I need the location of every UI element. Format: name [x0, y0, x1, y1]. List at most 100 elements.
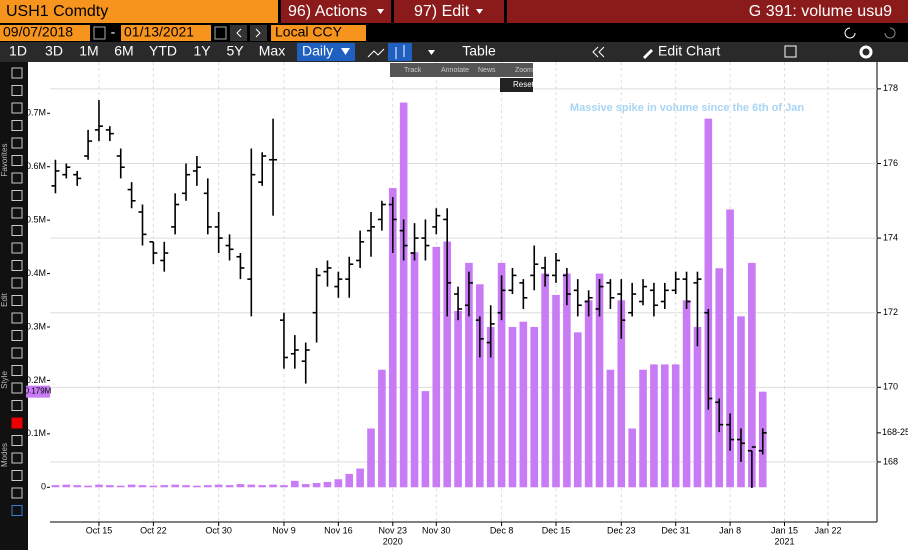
tool-icon[interactable]	[11, 347, 23, 359]
undo-icon[interactable]	[844, 27, 856, 39]
chart-tool[interactable]: News	[478, 67, 496, 74]
reset-button[interactable]	[500, 78, 533, 92]
actions-label[interactable]: 96) Actions	[288, 3, 367, 20]
x-tick-label: Jan 8	[719, 525, 741, 535]
chart-tool[interactable]: Annotate	[441, 67, 469, 74]
reset-label[interactable]: Reset	[513, 80, 535, 89]
year-label: 2020	[383, 536, 403, 546]
dropdown-icon[interactable]	[428, 50, 435, 55]
collapse-icon[interactable]	[592, 46, 605, 58]
tool-icon[interactable]	[11, 120, 23, 131]
volume-bar	[748, 262, 756, 488]
volume-bar	[563, 273, 571, 488]
year-label: 2021	[774, 536, 794, 546]
volume-bar	[160, 485, 169, 488]
tool-icon[interactable]	[11, 365, 23, 376]
side-label: Favorites	[0, 144, 9, 177]
period-button[interactable]: 1Y	[193, 43, 211, 59]
actions-menu[interactable]	[281, 0, 391, 23]
period-button[interactable]: Max	[259, 43, 285, 59]
bar-type-button[interactable]	[388, 43, 412, 61]
tool-icon[interactable]	[11, 85, 23, 96]
calendar-icon[interactable]	[93, 26, 106, 40]
ticker-box[interactable]	[0, 0, 278, 23]
volume-bar	[367, 428, 375, 488]
volume-bar	[552, 294, 560, 488]
volume-bar	[182, 485, 190, 488]
settings-icon[interactable]	[859, 45, 873, 59]
toolbar	[0, 42, 908, 62]
x-tick-label: Nov 30	[422, 525, 451, 535]
ticker[interactable]: USH1 Comdty	[6, 3, 108, 20]
chart-tool[interactable]: Track	[404, 67, 422, 74]
last-price-label: 168-25	[882, 427, 908, 437]
period-button[interactable]: 3D	[45, 43, 63, 59]
tool-icon[interactable]	[11, 417, 23, 429]
end-date[interactable]: 01/13/2021	[124, 24, 194, 40]
tool-icon[interactable]	[11, 190, 23, 201]
tool-icon[interactable]	[11, 435, 23, 446]
start-date-box[interactable]	[0, 25, 90, 41]
tool-icon[interactable]	[11, 487, 23, 499]
volume-bar	[312, 482, 321, 488]
function-code: G 391: volume usu9	[749, 3, 892, 20]
tool-icon[interactable]	[11, 260, 23, 271]
line-icon[interactable]	[367, 48, 385, 58]
volume-bar	[51, 485, 60, 488]
volume-bar	[149, 485, 158, 488]
currency-box[interactable]	[271, 25, 366, 41]
frequency-button[interactable]	[297, 43, 355, 61]
x-tick-label: Nov 23	[379, 525, 408, 535]
edit-icon[interactable]	[784, 45, 797, 58]
volume-bar	[454, 310, 462, 488]
edit-menu[interactable]	[394, 0, 504, 23]
edit-chart-button[interactable]: Edit Chart	[658, 43, 720, 59]
tool-icon[interactable]	[11, 67, 23, 79]
tool-icon[interactable]	[11, 102, 23, 114]
tool-icon[interactable]	[11, 505, 23, 516]
y-tick-label: 0.6M	[26, 161, 46, 171]
next-button[interactable]	[250, 25, 267, 41]
currency[interactable]: Local CCY	[275, 24, 343, 40]
tool-icon[interactable]	[11, 295, 23, 306]
edit-label[interactable]: 97) Edit	[414, 3, 470, 20]
calendar-icon[interactable]	[214, 26, 227, 40]
tool-icon[interactable]	[11, 277, 23, 289]
period-button[interactable]: 1M	[79, 43, 98, 59]
period-button[interactable]: 1D	[9, 43, 27, 59]
period-buttons: 1D 3D 1M 6M YTD 1Y 5Y Max	[9, 43, 285, 59]
redo-icon[interactable]	[884, 27, 896, 39]
tool-icon[interactable]	[11, 382, 23, 394]
volume-bar	[443, 241, 451, 488]
period-button[interactable]: 5Y	[226, 43, 244, 59]
tool-icon[interactable]	[11, 312, 23, 324]
tool-icon[interactable]	[11, 452, 23, 464]
table-button[interactable]: Table	[462, 43, 496, 59]
dropdown-icon	[377, 9, 384, 14]
chart-tool[interactable]: Zoom	[515, 67, 533, 74]
annotation[interactable]: Massive spike in volume since the 6th of…	[570, 102, 804, 114]
end-date-box[interactable]	[121, 25, 211, 41]
tool-icon[interactable]	[11, 242, 23, 254]
x-tick-label: Jan 15	[771, 525, 798, 535]
tool-icon[interactable]	[11, 172, 23, 184]
start-date[interactable]: 09/07/2018	[3, 24, 73, 40]
prev-button[interactable]	[230, 25, 247, 41]
tool-icon[interactable]	[11, 225, 23, 236]
tool-icon[interactable]	[11, 400, 23, 411]
volume-bar	[486, 326, 495, 488]
volume-bar	[73, 485, 82, 488]
frequency[interactable]: Daily	[302, 43, 333, 59]
tool-icon[interactable]	[11, 470, 23, 481]
x-tick-label: Jan 22	[815, 525, 842, 535]
volume-bar	[671, 364, 680, 488]
period-button[interactable]: 6M	[114, 43, 133, 59]
tool-icon[interactable]	[11, 155, 23, 166]
tool-icon[interactable]	[11, 137, 23, 149]
period-button[interactable]: YTD	[149, 43, 177, 59]
tool-icon[interactable]	[11, 207, 23, 219]
tool-icon[interactable]	[11, 330, 23, 341]
volume-bar	[715, 268, 724, 488]
